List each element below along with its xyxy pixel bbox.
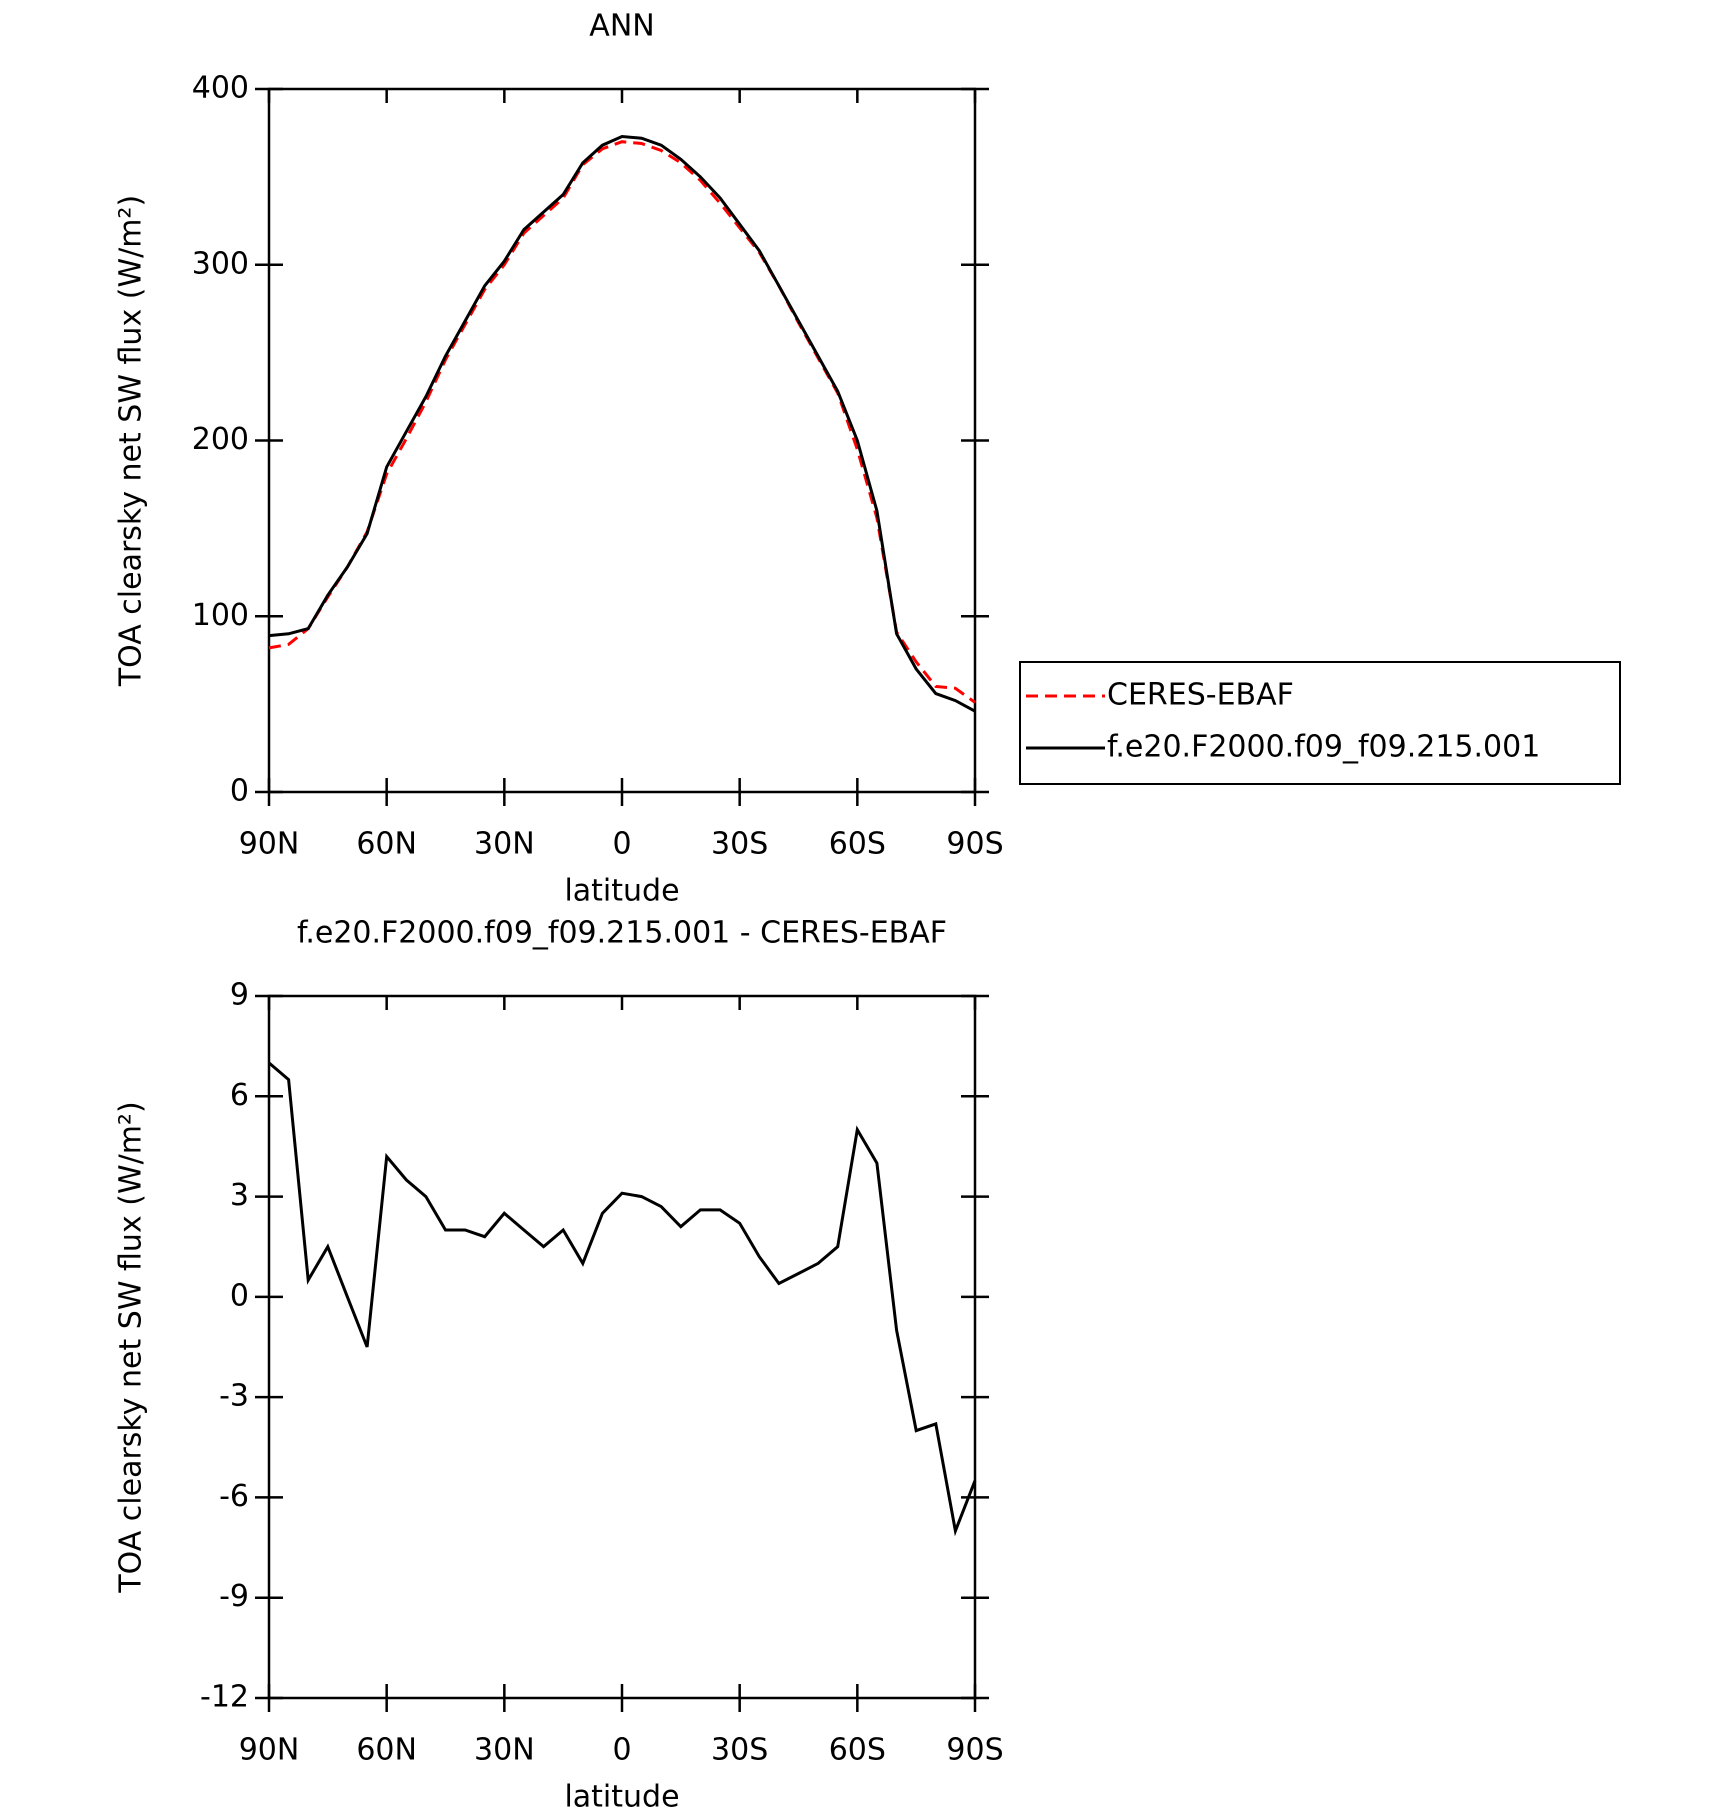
x-tick-label: 90S [946, 827, 1003, 862]
y-tick-label: -12 [200, 1680, 249, 1715]
x-tick-label: 30S [711, 827, 768, 862]
y-tick-label: 3 [230, 1178, 249, 1213]
data-line [268, 1061, 977, 1537]
data-line [268, 134, 976, 713]
y-axis-label: TOA clearsky net SW flux (W/m²) [114, 1101, 149, 1593]
y-axis-label: TOA clearsky net SW flux (W/m²) [114, 195, 149, 687]
y-tick-label: 9 [230, 978, 249, 1013]
y-tick-label: 0 [230, 1278, 249, 1313]
y-tick-label: 0 [230, 774, 249, 809]
chart-title: f.e20.F2000.f09_f09.215.001 - CERES-EBAF [297, 916, 947, 951]
x-tick-label: 0 [612, 827, 631, 862]
x-tick-label: 90N [239, 827, 300, 862]
x-tick-label: 90N [239, 1733, 300, 1768]
legend-box [1019, 661, 1621, 785]
x-tick-label: 30S [711, 1733, 768, 1768]
y-tick-label: -6 [219, 1479, 249, 1514]
y-tick-label: 400 [192, 71, 249, 106]
x-tick-label: 0 [612, 1733, 631, 1768]
x-tick-label: 60S [829, 1733, 886, 1768]
y-tick-label: 200 [192, 422, 249, 457]
plot-frame [267, 994, 977, 1700]
legend-label: f.e20.F2000.f09_f09.215.001 [1107, 730, 1540, 765]
x-tick-label: 60S [829, 827, 886, 862]
y-tick-label: -3 [219, 1379, 249, 1414]
plot-frame [267, 87, 977, 794]
y-tick-label: 6 [230, 1078, 249, 1113]
x-axis-label: latitude [564, 1780, 679, 1815]
y-tick-label: 100 [192, 598, 249, 633]
chart-title: ANN [589, 9, 654, 44]
data-line [268, 140, 976, 704]
x-tick-label: 60N [356, 827, 417, 862]
y-tick-label: -9 [219, 1579, 249, 1614]
x-axis-label: latitude [564, 874, 679, 909]
x-tick-label: 60N [356, 1733, 417, 1768]
x-tick-label: 30N [474, 827, 535, 862]
x-tick-label: 90S [946, 1733, 1003, 1768]
legend-label: CERES-EBAF [1107, 678, 1294, 713]
y-tick-label: 300 [192, 246, 249, 281]
x-tick-label: 30N [474, 1733, 535, 1768]
